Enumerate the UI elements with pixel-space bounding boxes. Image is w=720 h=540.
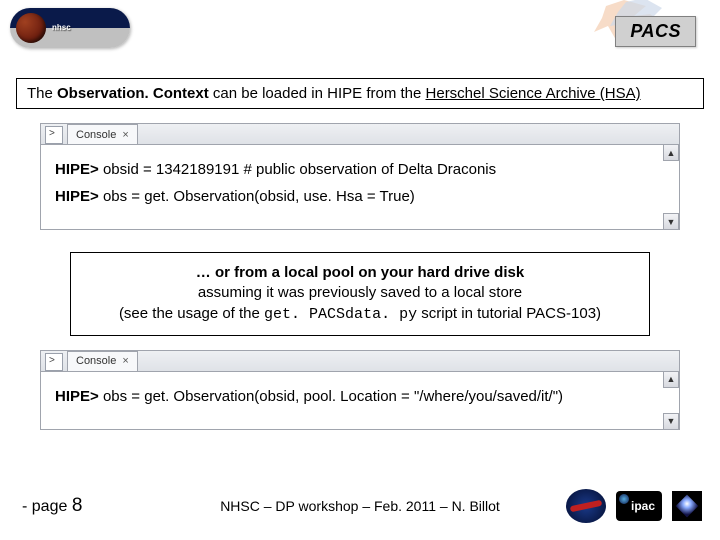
ipac-logo-text: ipac	[631, 499, 655, 513]
console-tabbar: Console ×	[40, 350, 680, 372]
console-body: ▲ HIPE> obs = get. Observation(obsid, po…	[40, 372, 680, 430]
info-line-3b: get. PACSdata. py	[264, 306, 417, 323]
page-num: 8	[72, 495, 83, 516]
slide-header: nhsc PACS	[0, 0, 720, 60]
footer-logos: ipac	[566, 489, 702, 523]
console-block-2: Console × ▲ HIPE> obs = get. Observation…	[40, 350, 680, 430]
code-line-1: HIPE> obsid = 1342189191 # public observ…	[55, 161, 665, 178]
console-body: ▲ HIPE> obsid = 1342189191 # public obse…	[40, 145, 680, 230]
console-tab-label: Console	[76, 129, 116, 141]
nasa-logo-icon	[566, 489, 606, 523]
scroll-up-button[interactable]: ▲	[663, 372, 679, 388]
herschel-logo-icon	[672, 491, 702, 521]
banner-underline: Herschel Science Archive (HSA)	[426, 85, 641, 102]
code-line-2: HIPE> obs = get. Observation(obsid, use.…	[55, 188, 665, 205]
close-icon[interactable]: ×	[122, 355, 128, 367]
info-line-2: assuming it was previously saved to a lo…	[89, 283, 631, 303]
console-icon	[45, 126, 63, 144]
nhsc-logo-text: nhsc	[52, 24, 71, 33]
close-icon[interactable]: ×	[122, 129, 128, 141]
console-tab-label: Console	[76, 355, 116, 367]
banner-prefix: The	[27, 85, 57, 102]
scroll-down-button[interactable]: ▼	[663, 413, 679, 429]
console-tab[interactable]: Console ×	[67, 351, 138, 371]
code-text: obs = get. Observation(obsid, use. Hsa =…	[99, 188, 415, 205]
prompt: HIPE>	[55, 388, 99, 405]
banner-bold: Observation. Context	[57, 85, 209, 102]
banner-mid: can be loaded in HIPE from the	[209, 85, 426, 102]
nhsc-logo-globe	[16, 13, 46, 43]
info-line-3a: (see the usage of the	[119, 305, 264, 322]
page-number: - page 8	[22, 495, 82, 517]
console-tabbar: Console ×	[40, 123, 680, 145]
prompt: HIPE>	[55, 188, 99, 205]
nhsc-logo: nhsc	[10, 8, 130, 48]
info-line-3c: script in tutorial PACS-103)	[417, 305, 601, 322]
slide-footer: - page 8 NHSC – DP workshop – Feb. 2011 …	[0, 486, 720, 526]
scroll-up-button[interactable]: ▲	[663, 145, 679, 161]
footer-center-text: NHSC – DP workshop – Feb. 2011 – N. Bill…	[220, 498, 500, 514]
ipac-logo-icon: ipac	[616, 491, 662, 521]
info-line-1: … or from a local pool on your hard driv…	[196, 264, 524, 281]
info-box: … or from a local pool on your hard driv…	[70, 252, 650, 336]
code-text: obs = get. Observation(obsid, pool. Loca…	[99, 388, 563, 405]
page-prefix: - page	[22, 498, 72, 515]
console-tab[interactable]: Console ×	[67, 124, 138, 144]
console-block-1: Console × ▲ HIPE> obsid = 1342189191 # p…	[40, 123, 680, 230]
code-line-1: HIPE> obs = get. Observation(obsid, pool…	[55, 388, 665, 405]
banner-text: The Observation. Context can be loaded i…	[16, 78, 704, 109]
code-text: obsid = 1342189191 # public observation …	[99, 161, 496, 178]
prompt: HIPE>	[55, 161, 99, 178]
scroll-down-button[interactable]: ▼	[663, 213, 679, 229]
pacs-badge: PACS	[615, 16, 696, 47]
console-icon	[45, 353, 63, 371]
